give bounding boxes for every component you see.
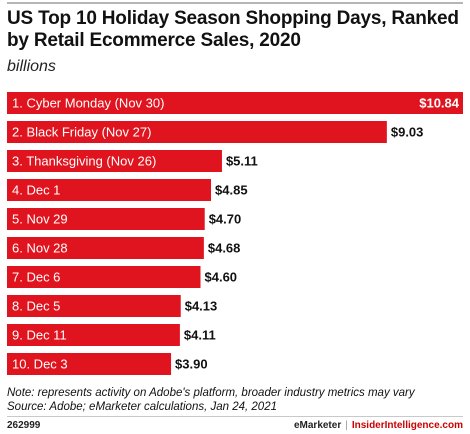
chart-notes: Note: represents activity on Adobe's pla…: [7, 387, 463, 414]
value-label-9: $4.11: [184, 328, 216, 343]
bar-5: [7, 208, 205, 230]
bar-9: [7, 324, 180, 346]
chart-subtitle: billions: [7, 58, 56, 75]
value-label-6: $4.68: [208, 241, 241, 256]
brand-emarketer: eMarketer: [293, 420, 342, 431]
value-label-5: $4.70: [209, 212, 242, 227]
category-label-1: 1. Cyber Monday (Nov 30): [12, 96, 164, 111]
brand-separator: |: [345, 420, 348, 431]
chart-title: US Top 10 Holiday Season Shopping Days, …: [7, 8, 459, 51]
bar-1: [7, 92, 463, 114]
bar-chart: 1. Cyber Monday (Nov 30) $10.84 2. Black F…: [7, 92, 463, 375]
category-label-7: 7. Dec 6: [12, 270, 60, 285]
footer-rule: [7, 416, 463, 417]
value-label-2: $9.03: [391, 125, 424, 140]
source-text: Source: Adobe; eMarketer calculations, J…: [7, 400, 277, 413]
category-label-5: 5. Nov 29: [12, 212, 68, 227]
bar-8: [7, 295, 181, 317]
bar-6: [7, 237, 204, 259]
bar-10: [7, 353, 172, 375]
value-label-1: $10.84: [419, 96, 460, 111]
bar-4: [7, 179, 212, 201]
brand-insiderintelligence: InsiderIntelligence.com: [351, 420, 463, 431]
category-label-9: 9. Dec 11: [12, 328, 67, 343]
category-label-10: 10. Dec 3: [12, 357, 68, 372]
note-text: Note: represents activity on Adobe's pla…: [7, 387, 415, 399]
bar-3: [7, 150, 222, 172]
value-label-4: $4.85: [215, 183, 248, 198]
brand: eMarketer | InsiderIntelligence.com: [294, 420, 463, 431]
bar-7: [7, 266, 201, 288]
bar-2: [7, 121, 387, 143]
category-label-6: 6. Nov 28: [12, 241, 68, 256]
value-label-8: $4.13: [185, 299, 218, 314]
value-label-3: $5.11: [226, 154, 258, 169]
top-rule: [7, 2, 463, 4]
category-label-8: 8. Dec 5: [12, 299, 60, 314]
category-label-4: 4. Dec 1: [12, 183, 60, 198]
chart-id: 262999: [7, 420, 41, 431]
category-label-2: 2. Black Friday (Nov 27): [12, 125, 151, 140]
value-label-7: $4.60: [205, 270, 238, 285]
category-label-3: 3. Thanksgiving (Nov 26): [12, 154, 156, 169]
value-label-10: $3.90: [175, 357, 208, 372]
